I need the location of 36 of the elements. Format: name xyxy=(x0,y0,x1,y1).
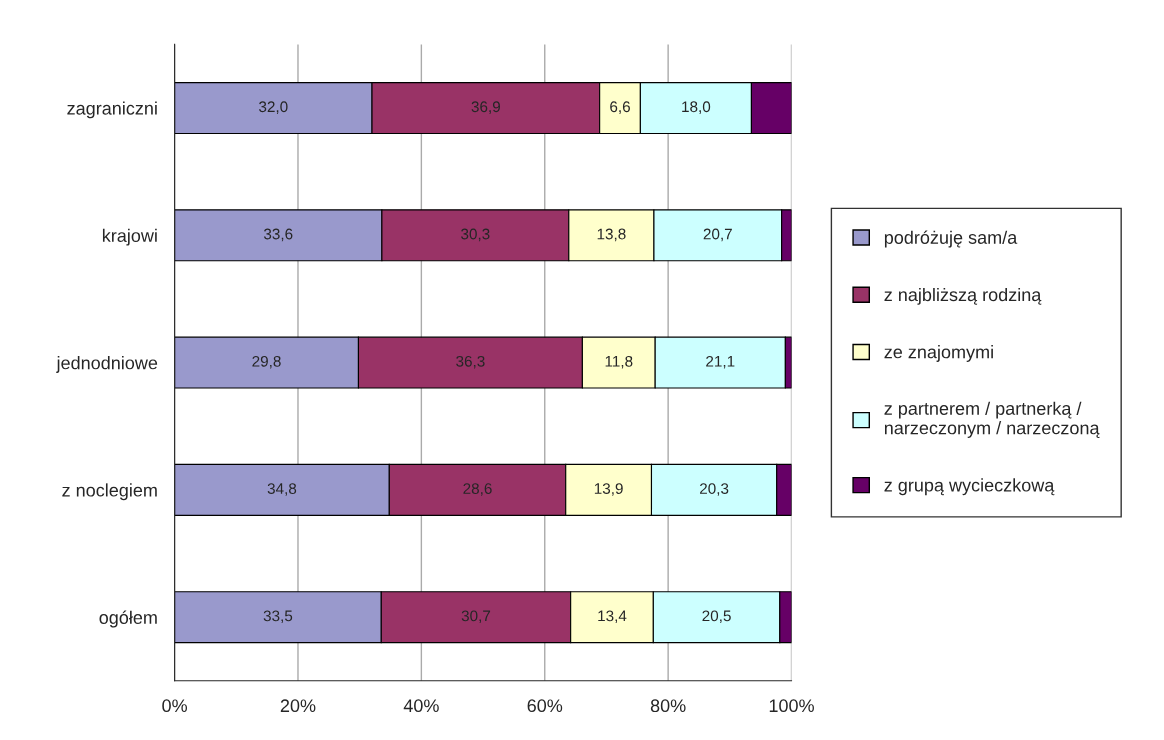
data-label: 13,4 xyxy=(598,610,627,624)
x-tick-label: 40% xyxy=(403,699,439,713)
legend-label: z partnerem / partnerką / narzeczonym / narzeczoną xyxy=(884,401,1100,438)
x-tick-label: 80% xyxy=(650,699,686,713)
legend-label: ze znajomymi xyxy=(884,345,993,362)
x-tick-label: 0% xyxy=(162,699,188,713)
x-tick-label: 20% xyxy=(280,699,316,713)
data-label: 13,9 xyxy=(594,483,623,496)
data-label: 36,3 xyxy=(456,355,485,369)
y-tick-label: jednodniowe xyxy=(56,356,158,373)
data-label: 28,6 xyxy=(463,483,492,496)
data-label: 30,7 xyxy=(461,610,491,624)
y-tick-label: krajowi xyxy=(102,228,157,246)
data-label: 32,0 xyxy=(259,101,288,114)
data-label: 11,8 xyxy=(605,355,633,369)
legend-label: z grupą wycieczkową xyxy=(884,478,1055,496)
data-label: 20,3 xyxy=(700,483,729,496)
data-label: 13,8 xyxy=(597,228,626,242)
data-label: 33,5 xyxy=(263,610,293,624)
data-label: 20,7 xyxy=(703,228,732,242)
x-tick-label: 100% xyxy=(769,699,814,713)
legend-label: podróżuję sam/a xyxy=(884,230,1018,248)
y-tick-label: z noclegiem xyxy=(62,483,157,501)
y-tick-label: zagraniczni xyxy=(67,101,157,119)
data-label: 36,9 xyxy=(471,101,500,114)
data-label: 20,5 xyxy=(702,610,731,624)
data-label: 30,3 xyxy=(461,228,490,242)
data-label: 6,6 xyxy=(610,101,630,114)
data-label: 21,1 xyxy=(706,355,735,369)
data-label: 18,0 xyxy=(682,101,711,114)
data-label: 34,8 xyxy=(267,483,297,496)
legend-label: z najbliższą rodziną xyxy=(884,287,1042,305)
x-tick-label: 60% xyxy=(527,699,563,713)
data-label: 33,6 xyxy=(263,228,293,242)
y-tick-label: ogółem xyxy=(99,610,157,628)
data-label: 29,8 xyxy=(252,355,281,369)
